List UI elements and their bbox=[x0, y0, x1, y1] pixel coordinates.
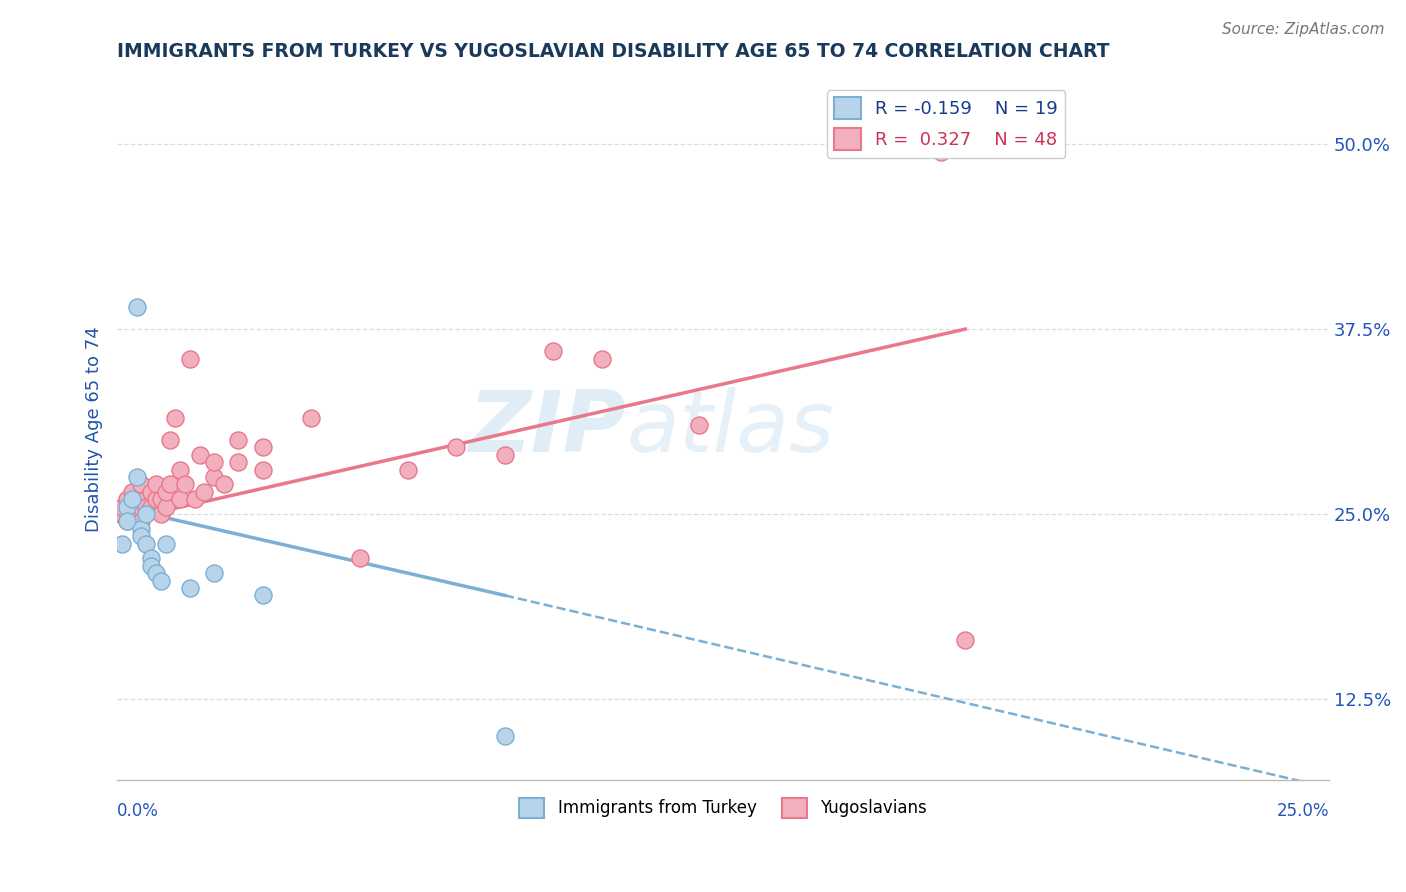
Point bbox=[955, 632, 977, 647]
Point bbox=[149, 492, 172, 507]
Point bbox=[494, 729, 516, 743]
Point bbox=[169, 462, 191, 476]
Point bbox=[149, 574, 172, 588]
Point bbox=[131, 522, 153, 536]
Point bbox=[111, 507, 134, 521]
Point bbox=[135, 536, 157, 550]
Point bbox=[165, 410, 187, 425]
Point bbox=[125, 507, 148, 521]
Point bbox=[446, 441, 468, 455]
Point bbox=[131, 500, 153, 514]
Point bbox=[228, 455, 250, 469]
Text: Source: ZipAtlas.com: Source: ZipAtlas.com bbox=[1222, 22, 1385, 37]
Point bbox=[174, 477, 197, 491]
Point bbox=[591, 351, 613, 366]
Point bbox=[115, 515, 138, 529]
Point bbox=[202, 455, 225, 469]
Point bbox=[299, 410, 322, 425]
Point bbox=[252, 588, 274, 602]
Point bbox=[155, 500, 177, 514]
Point bbox=[139, 551, 162, 566]
Point bbox=[202, 470, 225, 484]
Point bbox=[125, 470, 148, 484]
Point bbox=[494, 448, 516, 462]
Point bbox=[159, 433, 181, 447]
Point bbox=[159, 477, 181, 491]
Point bbox=[131, 515, 153, 529]
Point bbox=[115, 500, 138, 514]
Point bbox=[131, 529, 153, 543]
Point bbox=[111, 536, 134, 550]
Point bbox=[131, 477, 153, 491]
Point bbox=[188, 448, 211, 462]
Point bbox=[135, 500, 157, 514]
Point bbox=[139, 500, 162, 514]
Point bbox=[135, 492, 157, 507]
Y-axis label: Disability Age 65 to 74: Disability Age 65 to 74 bbox=[86, 326, 103, 532]
Text: IMMIGRANTS FROM TURKEY VS YUGOSLAVIAN DISABILITY AGE 65 TO 74 CORRELATION CHART: IMMIGRANTS FROM TURKEY VS YUGOSLAVIAN DI… bbox=[117, 42, 1109, 61]
Text: ZIP: ZIP bbox=[468, 387, 626, 470]
Point bbox=[169, 492, 191, 507]
Point bbox=[193, 484, 215, 499]
Point bbox=[252, 462, 274, 476]
Point bbox=[145, 477, 167, 491]
Point bbox=[135, 507, 157, 521]
Point bbox=[115, 515, 138, 529]
Point bbox=[202, 566, 225, 581]
Text: atlas: atlas bbox=[626, 387, 834, 470]
Point bbox=[139, 484, 162, 499]
Point bbox=[929, 145, 952, 159]
Text: 0.0%: 0.0% bbox=[117, 803, 159, 821]
Point bbox=[125, 492, 148, 507]
Point bbox=[155, 536, 177, 550]
Point bbox=[179, 351, 201, 366]
Point bbox=[145, 566, 167, 581]
Point bbox=[543, 344, 565, 359]
Text: 25.0%: 25.0% bbox=[1277, 803, 1329, 821]
Point bbox=[179, 581, 201, 595]
Point bbox=[228, 433, 250, 447]
Point bbox=[121, 500, 143, 514]
Legend: Immigrants from Turkey, Yugoslavians: Immigrants from Turkey, Yugoslavians bbox=[513, 791, 934, 825]
Point bbox=[111, 500, 134, 514]
Point bbox=[149, 507, 172, 521]
Point bbox=[252, 441, 274, 455]
Point bbox=[145, 492, 167, 507]
Point bbox=[115, 492, 138, 507]
Point bbox=[155, 484, 177, 499]
Point bbox=[688, 418, 710, 433]
Point bbox=[121, 492, 143, 507]
Point bbox=[212, 477, 235, 491]
Point bbox=[183, 492, 205, 507]
Point bbox=[139, 558, 162, 573]
Point bbox=[121, 484, 143, 499]
Point bbox=[396, 462, 419, 476]
Point bbox=[125, 300, 148, 314]
Point bbox=[349, 551, 371, 566]
